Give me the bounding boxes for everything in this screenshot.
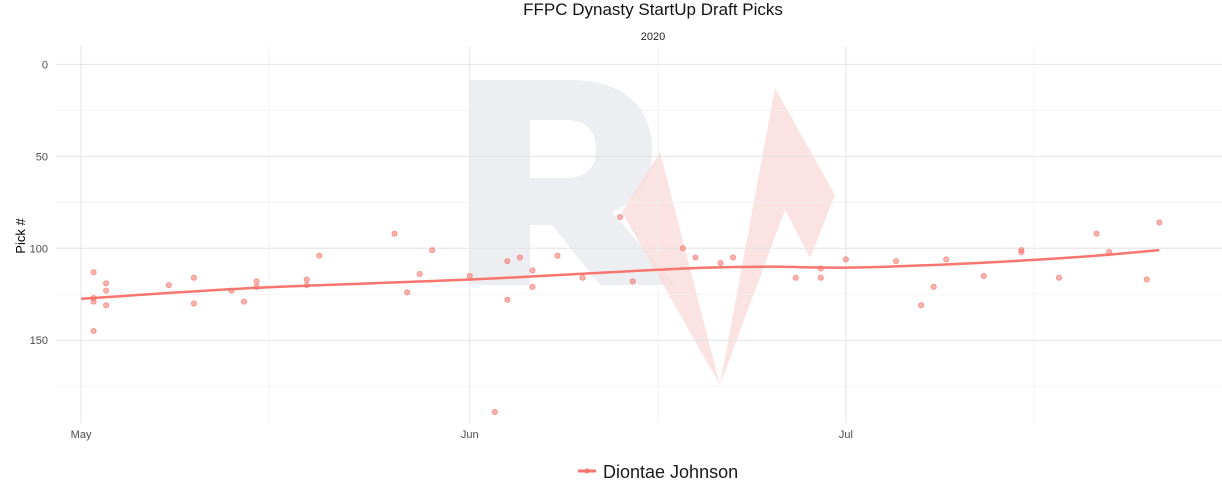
data-point[interactable] [579,274,586,281]
y-tick-label: 150 [30,335,48,347]
y-axis-label: Pick # [13,218,28,254]
x-tick-label: May [71,429,92,441]
data-point[interactable] [717,260,724,267]
data-point[interactable] [817,265,824,272]
x-axis-ticks: May Jun Jul [71,429,853,441]
x-tick-label: Jul [839,429,853,441]
data-point[interactable] [504,296,511,303]
grid [56,46,1222,423]
data-point[interactable] [943,256,950,263]
data-point[interactable] [504,258,511,265]
chart-title: FFPC Dynasty StartUp Draft Picks [523,0,783,19]
data-point[interactable] [817,274,824,281]
data-point[interactable] [529,283,536,290]
data-point[interactable] [554,252,561,259]
data-point[interactable] [404,289,411,296]
data-point[interactable] [842,256,849,263]
watermark-logo [470,80,835,385]
data-point[interactable] [1018,248,1025,255]
chart-subtitle: 2020 [641,31,665,43]
data-point[interactable] [1106,248,1113,255]
data-point[interactable] [980,272,987,279]
data-point[interactable] [529,267,536,274]
data-point[interactable] [165,282,172,289]
y-tick-label: 50 [36,151,48,163]
legend[interactable]: Diontae Johnson [578,462,738,482]
y-tick-label: 100 [30,243,48,255]
data-point[interactable] [190,274,197,281]
y-tick-label: 0 [42,59,48,71]
data-point[interactable] [253,278,260,285]
data-point[interactable] [516,254,523,261]
legend-point-swatch [584,468,590,474]
data-point[interactable] [466,272,473,279]
data-point[interactable] [679,245,686,252]
data-point[interactable] [792,274,799,281]
data-point[interactable] [316,252,323,259]
data-point[interactable] [103,302,110,309]
data-points-layer [90,214,1163,415]
data-point[interactable] [893,258,900,265]
trend-line [80,248,1160,301]
data-point[interactable] [303,282,310,289]
data-point[interactable] [228,287,235,294]
data-point[interactable] [391,230,398,237]
data-point[interactable] [416,271,423,278]
data-point[interactable] [1093,230,1100,237]
data-point[interactable] [918,302,925,309]
data-point[interactable] [90,298,97,305]
y-axis-ticks: 0 50 100 150 [30,59,48,347]
x-tick-label: Jun [461,429,479,441]
data-point[interactable] [730,254,737,261]
data-point[interactable] [253,283,260,290]
data-point[interactable] [1156,219,1163,226]
data-point[interactable] [1056,274,1063,281]
data-point[interactable] [103,280,110,287]
data-point[interactable] [1143,276,1150,283]
data-point[interactable] [190,300,197,307]
data-point[interactable] [491,408,498,415]
data-point[interactable] [930,283,937,290]
data-point[interactable] [241,298,248,305]
data-point[interactable] [90,269,97,276]
data-point[interactable] [429,247,436,254]
data-point[interactable] [617,214,624,221]
data-point[interactable] [303,276,310,283]
trend-line-layer [80,248,1160,301]
data-point[interactable] [103,287,110,294]
legend-label: Diontae Johnson [603,462,738,482]
data-point[interactable] [692,254,699,261]
data-point[interactable] [629,278,636,285]
data-point[interactable] [90,328,97,335]
